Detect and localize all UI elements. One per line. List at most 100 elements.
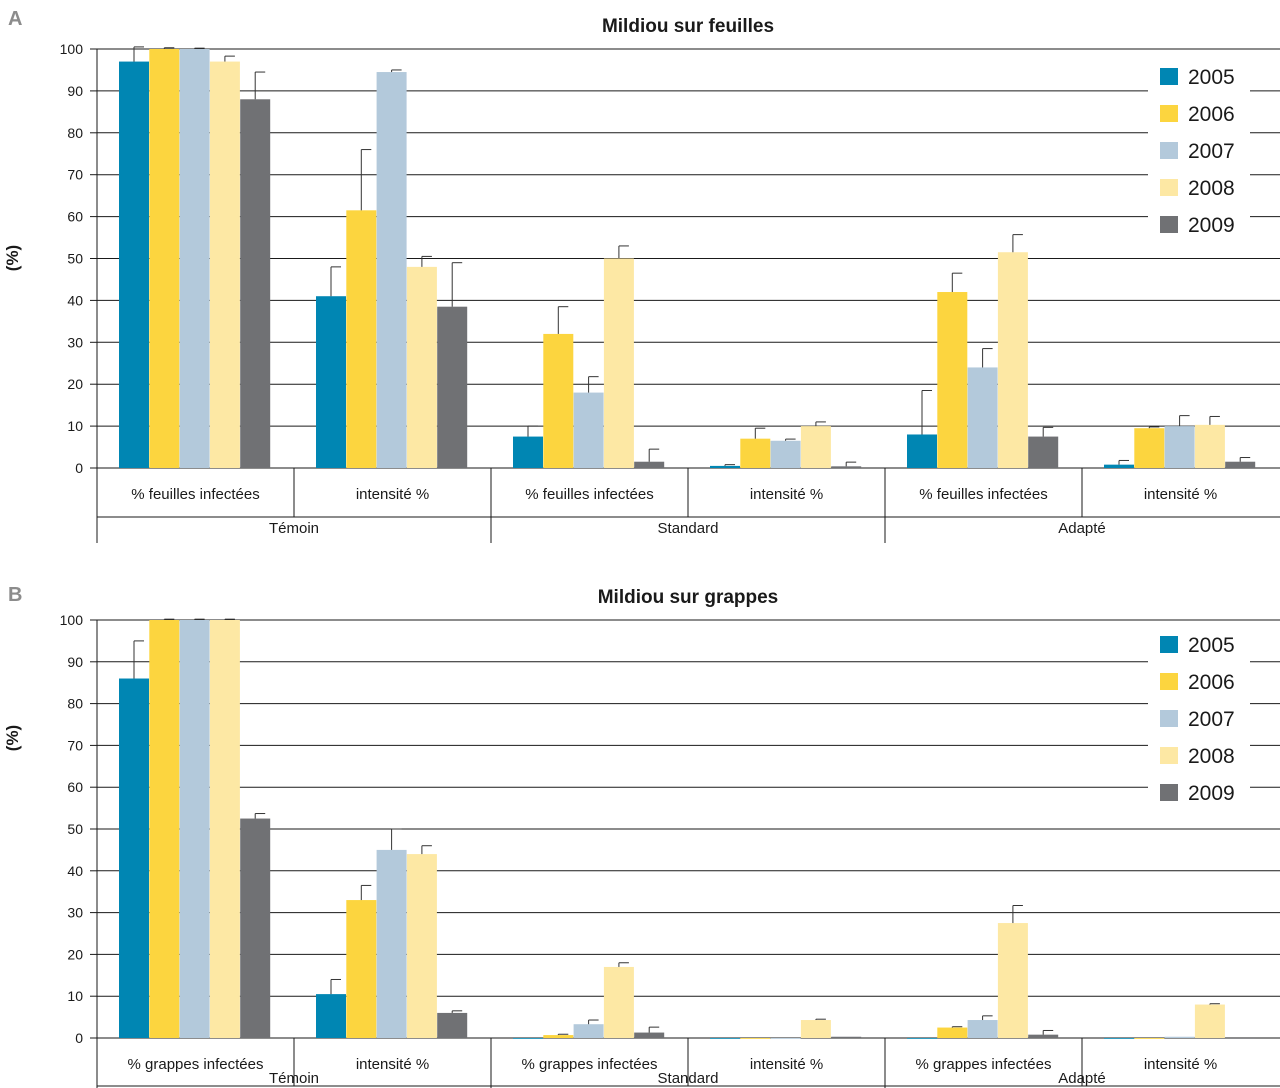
panel-b-chart: B Mildiou sur grappes 0 10 20 30 40 50 60 70 80 90 1… xyxy=(3,584,1280,1088)
panel-b-ytick-label-60: 60 xyxy=(67,779,83,795)
panel-b-legend-label-2006: 2006 xyxy=(1188,671,1235,694)
panel-a-category-label-3: % feuilles infectées xyxy=(525,486,653,503)
panel-b-category-label-6: intensité % xyxy=(1144,1056,1217,1073)
panel-a-category-label-6: intensité % xyxy=(1144,486,1217,503)
panel-a-bar-2009-cat-3 xyxy=(634,461,665,468)
panel-a-bar-2007-cat-1 xyxy=(179,49,210,468)
panel-a-group-label-3: Adapté xyxy=(1058,520,1106,537)
panel-b-bar-2006-cat-2 xyxy=(346,900,377,1038)
panel-a-category-label-5: % feuilles infectées xyxy=(919,486,1047,503)
panel-b-legend-swatch-2007 xyxy=(1160,710,1178,727)
panel-b-bar-2005-cat-4 xyxy=(710,1038,740,1039)
panel-a-legend-label-2006: 2006 xyxy=(1188,103,1235,126)
panel-a-bar-2007-cat-2 xyxy=(376,72,407,469)
panel-b-ylabel: (%) xyxy=(3,725,22,751)
panel-b-bar-2005-cat-1 xyxy=(119,678,149,1038)
panel-b-bar-2009-cat-6 xyxy=(1225,1038,1256,1039)
panel-b-ytick-label-0: 0 xyxy=(75,1030,83,1046)
panel-b-bar-2008-cat-1 xyxy=(209,620,240,1038)
panel-a-bar-2008-cat-4 xyxy=(800,426,831,468)
panel-a-bar-2009-cat-4 xyxy=(831,466,862,468)
panel-b-bar-2007-cat-5 xyxy=(967,1020,998,1038)
panel-b-bar-2008-cat-5 xyxy=(997,923,1028,1038)
panel-b-bar-2005-cat-2 xyxy=(316,994,346,1038)
panel-b-ytick-label-100: 100 xyxy=(60,612,84,628)
panel-b-bar-2005-cat-5 xyxy=(907,1038,937,1039)
panel-b-group-label-2: Standard xyxy=(658,1070,719,1087)
panel-b-letter: B xyxy=(8,584,22,606)
panel-b-bar-2008-cat-4 xyxy=(800,1020,831,1038)
panel-a-bar-2005-cat-3 xyxy=(513,436,543,468)
panel-b-category-label-4: intensité % xyxy=(750,1056,823,1073)
panel-a-group-label-2: Standard xyxy=(658,520,719,537)
panel-a-bar-2006-cat-4 xyxy=(740,438,771,468)
panel-a-ytick-label-100: 100 xyxy=(60,41,84,57)
panel-a-ytick-label-90: 90 xyxy=(67,83,83,99)
panel-a-bar-2006-cat-2 xyxy=(346,210,377,468)
panel-b-legend-label-2005: 2005 xyxy=(1188,634,1235,657)
panel-b-ytick-label-30: 30 xyxy=(67,905,83,921)
panel-a-bar-2005-cat-4 xyxy=(710,465,740,468)
panel-b-bar-2005-cat-6 xyxy=(1104,1038,1134,1039)
panel-a-bar-2005-cat-2 xyxy=(316,296,346,468)
panel-a-ytick-label-80: 80 xyxy=(67,125,83,141)
panel-b-category-label-3: % grappes infectées xyxy=(522,1056,658,1073)
panel-b-ytick-label-90: 90 xyxy=(67,654,83,670)
panel-a-legend-swatch-2005 xyxy=(1160,68,1178,85)
panel-b-category-label-5: % grappes infectées xyxy=(916,1056,1052,1073)
panel-b-group-label-3: Adapté xyxy=(1058,1070,1106,1087)
panel-a-letter: A xyxy=(8,8,22,30)
panel-a-legend-swatch-2006 xyxy=(1160,105,1178,122)
panel-a-ytick-label-50: 50 xyxy=(67,251,83,267)
panel-b-legend-label-2009: 2009 xyxy=(1188,782,1235,805)
panel-a-legend-swatch-2009 xyxy=(1160,216,1178,233)
panel-b-bar-2006-cat-6 xyxy=(1134,1038,1165,1039)
panel-b-bar-2006-cat-1 xyxy=(149,620,180,1038)
panel-b-category-label-2: intensité % xyxy=(356,1056,429,1073)
panel-a-bar-2009-cat-6 xyxy=(1225,461,1256,468)
panel-a-category-label-4: intensité % xyxy=(750,486,823,503)
panel-a-legend-swatch-2007 xyxy=(1160,142,1178,159)
panel-b-bar-2009-cat-2 xyxy=(437,1012,468,1038)
panel-b-bar-2008-cat-3 xyxy=(603,966,634,1038)
panel-a-bar-2007-cat-4 xyxy=(770,440,801,468)
panel-b-ytick-label-70: 70 xyxy=(67,737,83,753)
panel-b-bar-2007-cat-3 xyxy=(573,1024,604,1038)
panel-a-chart: A Mildiou sur feuilles 0 10 20 30 40 50 60 70 80 90… xyxy=(3,8,1280,543)
panel-b-bar-2006-cat-4 xyxy=(740,1038,771,1039)
panel-a-ytick-label-60: 60 xyxy=(67,209,83,225)
panel-b-bar-2007-cat-6 xyxy=(1164,1036,1195,1038)
panel-b-bar-2009-cat-5 xyxy=(1028,1034,1059,1038)
panel-b-ytick-label-80: 80 xyxy=(67,696,83,712)
panel-a-bar-2007-cat-3 xyxy=(573,392,604,468)
panel-a-category-label-1: % feuilles infectées xyxy=(131,486,259,503)
panel-b-bar-2006-cat-3 xyxy=(543,1035,574,1038)
panel-a-ytick-label-40: 40 xyxy=(67,292,83,308)
panel-a-category-label-2: intensité % xyxy=(356,486,429,503)
panel-b-legend-label-2008: 2008 xyxy=(1188,745,1235,768)
panel-b-legend-swatch-2005 xyxy=(1160,636,1178,653)
panel-a-bar-2006-cat-3 xyxy=(543,333,574,468)
panel-b-legend-swatch-2006 xyxy=(1160,673,1178,690)
panel-a-ytick-label-20: 20 xyxy=(67,376,83,392)
panel-a-legend-label-2005: 2005 xyxy=(1188,66,1235,89)
panel-a-legend-label-2007: 2007 xyxy=(1188,140,1235,163)
panel-a-bar-2008-cat-2 xyxy=(406,266,437,468)
panel-a-bar-2007-cat-6 xyxy=(1164,426,1195,468)
panel-a-ytick-label-10: 10 xyxy=(67,418,83,434)
panel-a-bar-2008-cat-5 xyxy=(997,252,1028,468)
panel-b-ytick-label-50: 50 xyxy=(67,821,83,837)
panel-a-legend-label-2008: 2008 xyxy=(1188,177,1235,200)
panel-b-bar-2006-cat-5 xyxy=(937,1027,968,1038)
panel-b-title: Mildiou sur grappes xyxy=(598,587,779,608)
panel-a-bar-2007-cat-5 xyxy=(967,367,998,468)
panel-b-bar-2009-cat-1 xyxy=(240,818,271,1038)
panel-b-legend-swatch-2008 xyxy=(1160,747,1178,764)
panel-a-ytick-label-30: 30 xyxy=(67,334,83,350)
panel-b-legend-swatch-2009 xyxy=(1160,784,1178,801)
panel-a-bar-2008-cat-1 xyxy=(209,61,240,468)
panel-a-ytick-label-70: 70 xyxy=(67,167,83,183)
panel-a-bar-2006-cat-5 xyxy=(937,292,968,468)
panel-a-legend-label-2009: 2009 xyxy=(1188,214,1235,237)
